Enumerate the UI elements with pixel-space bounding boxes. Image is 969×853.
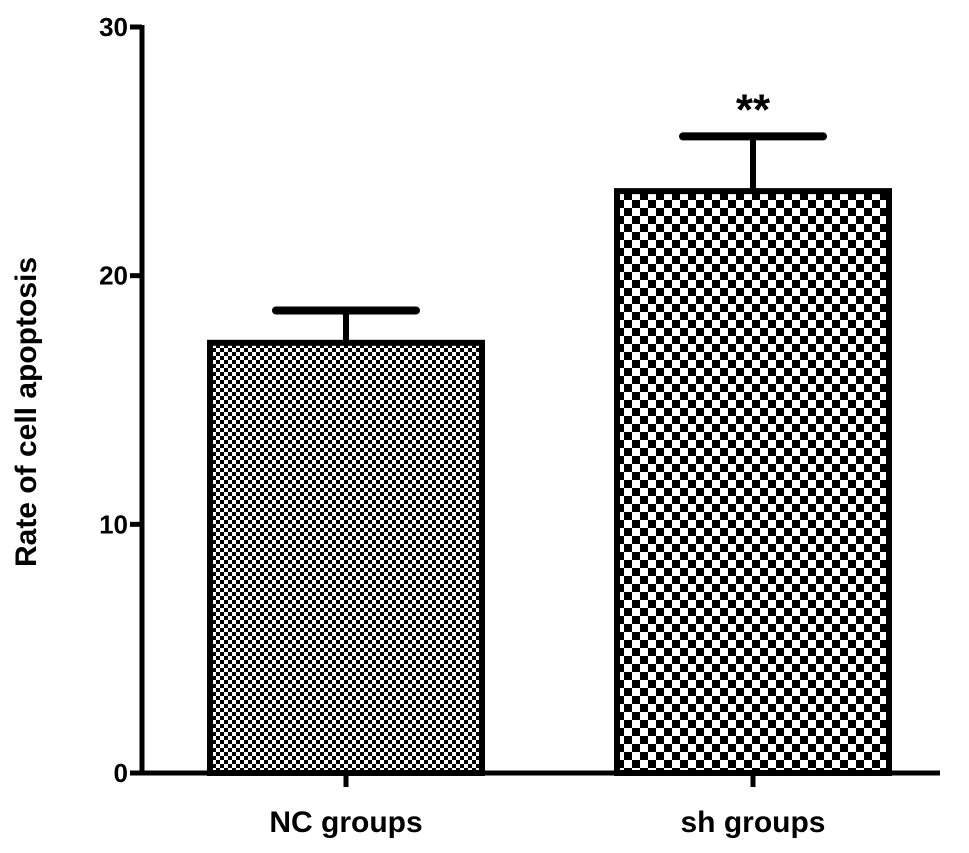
bars-layer bbox=[207, 188, 892, 776]
x-category-label: NC groups bbox=[269, 806, 422, 839]
significance-annotation: ** bbox=[736, 85, 771, 134]
y-tick-label: 20 bbox=[99, 261, 128, 291]
y-tick-label: 0 bbox=[114, 758, 128, 788]
labels-layer: 0 10 20 30 NC groups sh groups ** bbox=[99, 12, 825, 839]
bar-2 bbox=[614, 188, 892, 776]
ticks-layer bbox=[130, 24, 756, 787]
y-tick-label: 30 bbox=[99, 12, 128, 42]
bar-1 bbox=[207, 339, 485, 776]
x-category-label: sh groups bbox=[680, 806, 825, 839]
axes-layer bbox=[139, 25, 940, 776]
y-axis-title: Rate of cell apoptosis bbox=[10, 257, 43, 567]
y-tick-label: 10 bbox=[99, 509, 128, 539]
error-bars-layer bbox=[272, 132, 827, 343]
